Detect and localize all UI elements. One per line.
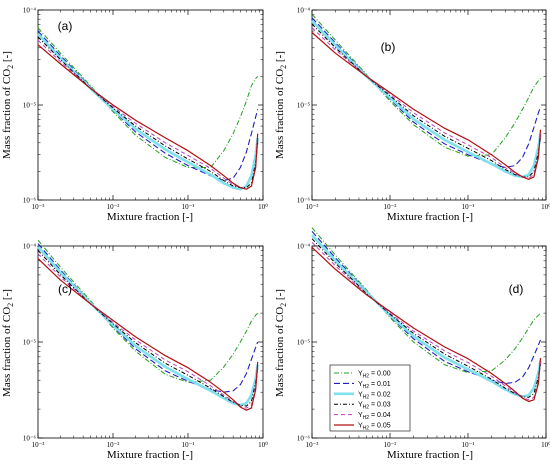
y-tick-label: 10⁻⁴ <box>297 7 311 15</box>
x-axis-title: Mixture fraction [-] <box>107 449 193 461</box>
series-line-0 <box>37 239 259 383</box>
x-tick-label: 10⁻³ <box>32 203 45 211</box>
series-line-2 <box>311 19 542 179</box>
series-line-5 <box>311 32 542 180</box>
panel-3: 10⁻³ 10⁻² 10⁻¹ 10⁰ 10⁻⁶ 10⁻⁵ 10⁻⁴ (c) Mixture fr… <box>1 239 268 461</box>
plot-frame <box>37 9 264 201</box>
legend-label: YH2 = 0.01 <box>358 381 391 390</box>
series-line-0 <box>311 227 541 374</box>
series-line-5 <box>37 44 259 190</box>
series-line-3 <box>311 23 541 178</box>
y-tick-label: 10⁻⁴ <box>23 243 37 251</box>
panel-label: (b) <box>381 40 396 54</box>
x-tick-label: 10⁻³ <box>32 441 45 449</box>
series-line-4 <box>37 39 259 190</box>
y-axis-title: Mass fraction of CO2 [-] <box>274 51 288 159</box>
x-tick-label: 10⁻² <box>107 441 120 449</box>
legend-box <box>329 364 411 432</box>
y-axis-title: Mass fraction of CO2 [-] <box>274 289 288 397</box>
x-tick-label: 10⁻¹ <box>462 441 475 449</box>
series-line-0 <box>37 27 259 168</box>
x-tick-label: 10⁻³ <box>306 203 319 211</box>
y-tick-label: 10⁻⁶ <box>23 197 37 205</box>
series-line-3 <box>37 250 259 407</box>
series-line-5 <box>37 258 259 411</box>
y-tick-label: 10⁻⁵ <box>297 339 311 347</box>
y-tick-label: 10⁻⁴ <box>297 243 311 251</box>
x-tick-label: 10⁻¹ <box>182 441 195 449</box>
series-line-3 <box>37 36 259 189</box>
series-line-1 <box>37 243 259 393</box>
legend-label: YH2 = 0.03 <box>358 402 391 411</box>
y-axis-title: Mass fraction of CO2 [-] <box>1 51 15 159</box>
panel-2: 10⁻³ 10⁻² 10⁻¹ 10⁰ 10⁻⁶ 10⁻⁵ 10⁻⁴ (b) Mixture fr… <box>274 7 550 224</box>
legend-label: YH2 = 0.00 <box>358 371 391 380</box>
series-line-1 <box>311 17 542 169</box>
x-tick-label: 10⁻¹ <box>462 203 475 211</box>
x-tick-label: 10⁻² <box>384 203 397 211</box>
y-tick-label: 10⁻⁶ <box>297 197 311 205</box>
series-line-1 <box>311 231 542 385</box>
x-axis-title: Mixture fraction [-] <box>387 449 473 461</box>
plot-frame <box>37 245 264 439</box>
y-tick-label: 10⁻⁶ <box>23 435 37 443</box>
y-tick-label: 10⁻⁶ <box>297 435 311 443</box>
x-tick-label: 10⁰ <box>258 203 268 211</box>
x-axis-title: Mixture fraction [-] <box>387 211 473 223</box>
y-tick-label: 10⁻⁵ <box>23 102 37 110</box>
x-axis-title: Mixture fraction [-] <box>107 211 193 223</box>
series-line-2 <box>37 33 259 191</box>
series-line-2 <box>37 245 259 407</box>
series-line-0 <box>311 13 541 157</box>
series-line-1 <box>37 30 259 182</box>
panel-label: (a) <box>58 19 73 33</box>
y-tick-label: 10⁻⁴ <box>23 7 37 15</box>
panel-label: (c) <box>58 282 72 296</box>
series-line-4 <box>311 27 541 179</box>
y-tick-label: 10⁻⁵ <box>23 339 37 347</box>
x-tick-label: 10⁰ <box>258 441 268 449</box>
x-tick-label: 10⁻¹ <box>182 203 195 211</box>
panel-1: 10⁻³ 10⁻² 10⁻¹ 10⁰ 10⁻⁶ 10⁻⁵ 10⁻⁴ (a) Mixture fr… <box>1 7 268 224</box>
panel-4: 10⁻³ 10⁻² 10⁻¹ 10⁰ 10⁻⁶ 10⁻⁵ 10⁻⁴ (d) Mixture fr… <box>274 227 550 461</box>
x-tick-label: 10⁰ <box>541 441 550 449</box>
series-line-5 <box>311 246 542 403</box>
panel-label: (d) <box>509 282 524 296</box>
legend-label: YH2 = 0.04 <box>358 412 391 421</box>
y-axis-title: Mass fraction of CO2 [-] <box>1 289 15 397</box>
legend-label: YH2 = 0.02 <box>358 391 391 400</box>
x-tick-label: 10⁻² <box>107 203 120 211</box>
y-tick-label: 10⁻⁵ <box>297 102 311 110</box>
legend-label: YH2 = 0.05 <box>358 423 391 432</box>
x-tick-label: 10⁻³ <box>306 441 319 449</box>
x-tick-label: 10⁻² <box>384 441 397 449</box>
x-tick-label: 10⁰ <box>541 203 550 211</box>
series-line-4 <box>37 253 259 409</box>
